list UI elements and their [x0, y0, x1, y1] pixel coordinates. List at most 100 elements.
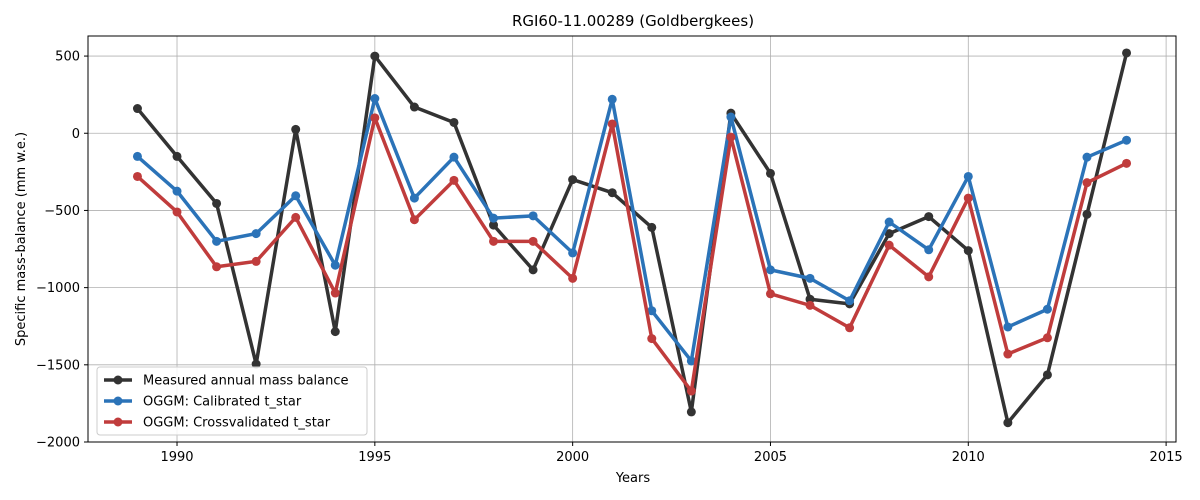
legend-marker — [113, 417, 123, 427]
y-axis: −2000 −1500 −1000 −500 0 500 — [36, 50, 88, 451]
y-axis-label: Specific mass-balance (mm w.e.) — [14, 132, 29, 346]
data-point — [607, 188, 617, 198]
data-point — [726, 132, 736, 142]
x-axis-label: Years — [615, 471, 651, 486]
data-point — [489, 220, 499, 230]
data-point — [963, 246, 973, 256]
x-tick-label: 1990 — [160, 450, 193, 465]
data-point — [409, 102, 419, 112]
data-point — [1122, 135, 1132, 145]
data-point — [568, 175, 578, 185]
data-point — [330, 327, 340, 337]
data-point — [132, 104, 142, 114]
data-point — [528, 236, 538, 246]
data-point — [291, 191, 301, 201]
data-point — [251, 256, 261, 266]
data-point — [884, 240, 894, 250]
data-point — [1003, 418, 1013, 428]
data-point — [370, 94, 380, 104]
y-tick-label: −2000 — [36, 436, 80, 451]
data-point — [172, 151, 182, 161]
legend-item: OGGM: Calibrated t_star — [104, 395, 302, 410]
series-line — [135, 96, 1129, 363]
legend-item: Measured annual mass balance — [104, 374, 349, 389]
data-point — [291, 124, 301, 134]
data-point — [1042, 333, 1052, 343]
x-tick-label: 2005 — [754, 450, 787, 465]
y-tick-label: 0 — [72, 127, 80, 142]
data-point — [528, 265, 538, 275]
data-point — [924, 212, 934, 222]
data-point — [251, 229, 261, 239]
legend-label: Measured annual mass balance — [143, 374, 349, 389]
data-point — [212, 198, 222, 208]
data-point — [805, 294, 815, 304]
data-point — [1082, 209, 1092, 219]
y-tick-label: −500 — [44, 204, 80, 219]
x-tick-label: 2015 — [1150, 450, 1183, 465]
data-point — [330, 288, 340, 298]
legend-marker — [113, 396, 123, 406]
data-point — [1082, 152, 1092, 162]
y-tick-label: −1500 — [36, 358, 80, 373]
data-point — [726, 112, 736, 122]
x-tick-label: 2000 — [556, 450, 589, 465]
data-point — [686, 386, 696, 396]
chart-title: RGI60-11.00289 (Goldbergkees) — [512, 12, 754, 30]
data-point — [409, 215, 419, 225]
data-point — [251, 359, 261, 369]
data-point — [1042, 304, 1052, 314]
x-axis: 1990 1995 2000 2005 2010 2015 — [160, 442, 1183, 465]
data-point — [132, 171, 142, 181]
data-point — [845, 323, 855, 333]
data-point — [1003, 349, 1013, 359]
series-line — [135, 116, 1129, 393]
data-point — [1082, 178, 1092, 188]
data-point — [647, 222, 657, 232]
data-point — [765, 168, 775, 178]
legend: Measured annual mass balance OGGM: Calibr… — [96, 366, 368, 436]
data-point — [449, 152, 459, 162]
series-layer — [132, 48, 1132, 428]
data-point — [1122, 158, 1132, 168]
data-point — [528, 211, 538, 221]
data-point — [845, 296, 855, 306]
plot-area — [87, 35, 1177, 443]
legend-marker — [113, 375, 123, 385]
data-point — [489, 236, 499, 246]
data-point — [765, 289, 775, 299]
data-point — [370, 113, 380, 123]
data-point — [449, 117, 459, 127]
data-point — [884, 229, 894, 239]
x-tick-label: 1995 — [358, 450, 391, 465]
series-3 — [132, 113, 1132, 396]
data-point — [172, 207, 182, 217]
data-point — [409, 193, 419, 203]
y-tick-label: −1000 — [36, 281, 80, 296]
y-tick-label: 500 — [55, 50, 80, 65]
data-point — [568, 248, 578, 258]
data-point — [330, 260, 340, 270]
legend-label: OGGM: Calibrated t_star — [143, 395, 302, 410]
data-point — [1003, 322, 1013, 332]
data-point — [963, 193, 973, 203]
data-point — [963, 171, 973, 181]
data-point — [607, 94, 617, 104]
data-point — [607, 119, 617, 129]
data-point — [765, 265, 775, 275]
data-point — [172, 186, 182, 196]
plot-frame — [87, 35, 1177, 443]
series-2 — [132, 94, 1132, 366]
data-point — [449, 175, 459, 185]
data-point — [489, 213, 499, 223]
data-point — [686, 356, 696, 366]
data-point — [924, 272, 934, 282]
data-point — [647, 334, 657, 344]
data-point — [805, 273, 815, 283]
data-point — [1042, 370, 1052, 380]
data-point — [370, 51, 380, 61]
legend-label: OGGM: Crossvalidated t_star — [143, 416, 331, 431]
data-point — [686, 407, 696, 417]
data-point — [647, 306, 657, 316]
